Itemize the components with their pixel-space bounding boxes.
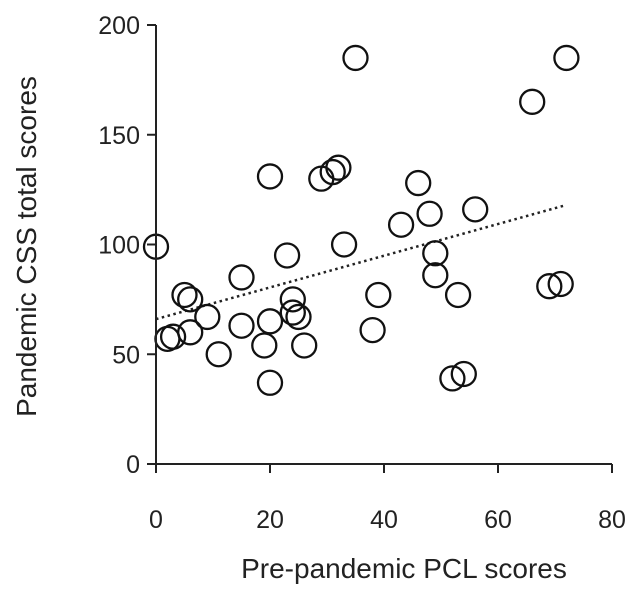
y-tick-label: 100 <box>98 232 140 260</box>
data-point <box>462 196 489 223</box>
data-point <box>330 231 358 258</box>
data-point <box>256 369 284 396</box>
data-point <box>228 312 255 339</box>
data-point <box>256 308 284 335</box>
data-point <box>194 303 221 331</box>
data-point <box>273 242 301 269</box>
data-point <box>319 158 346 186</box>
y-axis-title: Pandemic CSS total scores <box>11 76 42 417</box>
y-tick-label: 50 <box>112 341 140 369</box>
data-point <box>450 360 477 388</box>
data-point <box>422 262 449 289</box>
data-point <box>251 332 278 359</box>
data-point <box>405 169 432 197</box>
data-point <box>365 281 392 309</box>
data-point <box>416 200 443 227</box>
axes <box>155 25 612 465</box>
x-axis-title: Pre-pandemic PCL scores <box>241 553 567 584</box>
data-point <box>285 303 312 331</box>
data-point <box>553 44 580 72</box>
ticks-layer: 0 50 100 150 200 0 20 40 60 80 <box>98 12 626 534</box>
data-point <box>536 273 563 300</box>
data-point <box>177 319 204 346</box>
x-tick-label: 40 <box>370 506 398 534</box>
y-tick-label: 150 <box>98 122 140 150</box>
data-point <box>159 323 187 350</box>
y-tick-label: 200 <box>98 12 140 40</box>
data-point <box>256 163 284 190</box>
trendline <box>155 203 567 321</box>
data-point <box>291 332 318 359</box>
points-layer <box>142 44 580 396</box>
data-point <box>422 240 449 267</box>
data-point <box>547 270 574 298</box>
x-tick-label: 80 <box>598 506 626 534</box>
data-point <box>205 341 232 368</box>
data-point <box>519 88 546 115</box>
data-point <box>228 264 255 291</box>
data-point <box>279 299 306 326</box>
x-tick-label: 20 <box>256 506 284 534</box>
data-point <box>444 281 472 309</box>
y-tick-label: 0 <box>126 451 140 479</box>
data-point <box>342 44 369 72</box>
x-tick-label: 60 <box>484 506 512 534</box>
data-point <box>387 211 415 238</box>
data-point <box>177 286 204 313</box>
trendline-layer <box>155 203 567 321</box>
data-point <box>439 365 466 392</box>
data-point <box>279 286 306 313</box>
data-point <box>359 316 386 344</box>
data-point <box>171 281 198 309</box>
data-point <box>325 154 352 181</box>
x-tick-label: 0 <box>149 506 163 534</box>
